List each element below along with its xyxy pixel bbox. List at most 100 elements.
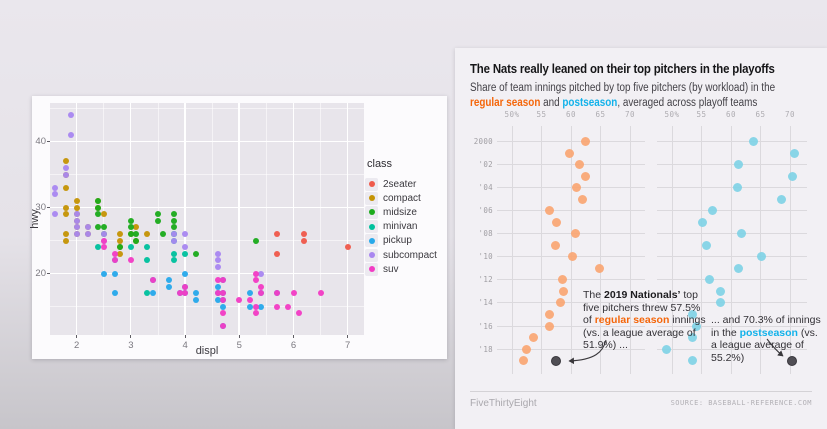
annotation-postseason: ... and 70.3% of innings in the postseas… (711, 314, 821, 364)
data-point (788, 171, 798, 181)
gridline (657, 279, 807, 281)
footer-brand: FiveThirtyEight (470, 398, 537, 409)
data-point (274, 290, 281, 297)
data-point (100, 270, 107, 277)
data-point (247, 290, 254, 297)
data-point (182, 283, 189, 290)
data-point (182, 244, 189, 251)
data-point (301, 237, 308, 244)
x-tick-label: 2 (74, 340, 80, 351)
data-point (95, 204, 102, 211)
data-point (84, 224, 91, 231)
data-point (748, 137, 758, 147)
data-point (160, 231, 167, 237)
legend: class 2seater compact midsize minivan pickup… (365, 158, 447, 276)
data-point (111, 257, 118, 264)
data-point (257, 290, 264, 297)
data-point (182, 290, 189, 297)
data-point (544, 310, 554, 319)
data-point (247, 303, 254, 310)
data-point (732, 183, 742, 193)
data-point (117, 231, 124, 237)
data-point (214, 257, 221, 264)
data-point (127, 231, 134, 237)
data-point (220, 277, 227, 284)
data-point (568, 252, 578, 262)
x-tick-label: 70 (624, 110, 636, 119)
x-tick-label: 50% (664, 110, 680, 119)
data-point (171, 224, 178, 231)
data-point (687, 333, 697, 343)
gridline (629, 126, 631, 374)
data-point (220, 323, 227, 330)
data-point (73, 198, 80, 204)
data-point (295, 310, 302, 317)
legend-item: pickup (365, 234, 447, 248)
data-point (100, 211, 107, 218)
data-point (68, 112, 75, 119)
data-point (62, 231, 69, 237)
data-point (252, 277, 259, 284)
data-point (274, 250, 281, 257)
data-point (529, 333, 539, 343)
gridline (657, 233, 807, 235)
gridline (50, 206, 364, 209)
nationals-highlight-dot (551, 355, 562, 366)
gridline (657, 210, 807, 212)
data-point (214, 283, 221, 290)
legend-dot (368, 237, 375, 244)
data-point (715, 286, 725, 296)
data-point (133, 237, 140, 244)
legend-dot (368, 195, 375, 202)
data-point (100, 244, 107, 251)
data-point (687, 356, 697, 366)
data-point (62, 165, 69, 171)
y-tick (47, 141, 50, 143)
data-point (572, 183, 582, 193)
legend-key (365, 262, 378, 276)
gridline (570, 126, 572, 374)
y-axis-title: hwy (28, 209, 41, 229)
data-point (552, 217, 562, 227)
data-point (165, 277, 172, 284)
mpg-scatter-chart: 2 3 4 5 6 7 20 30 40 displ hwy class 2seater comp… (28, 96, 447, 359)
y-tick-label: '18 (478, 344, 493, 354)
data-point (545, 206, 555, 216)
x-tick-label: 50% (504, 110, 520, 119)
nationals-highlight-dot (786, 355, 797, 366)
gridline (50, 174, 364, 176)
data-point (581, 137, 591, 147)
data-point (715, 298, 725, 308)
gridline (50, 272, 364, 275)
data-point (220, 303, 227, 310)
data-point (127, 244, 134, 251)
y-tick-label: 2000 (473, 137, 493, 147)
gridline (211, 103, 213, 335)
data-point (144, 231, 151, 237)
data-point (317, 290, 324, 297)
data-point (697, 217, 707, 227)
data-point (252, 237, 259, 244)
legend-title: class (367, 158, 393, 170)
plot-panel (50, 103, 364, 335)
data-point (274, 303, 281, 310)
data-point (149, 290, 156, 297)
x-tick (238, 335, 240, 338)
data-point (165, 283, 172, 290)
legend-dot (368, 266, 375, 273)
gridline (701, 126, 702, 374)
footer-source: SOURCE: BASEBALL-REFERENCE.COM (670, 399, 812, 407)
data-point (214, 277, 221, 284)
data-point (733, 263, 743, 273)
data-point (344, 244, 351, 251)
data-point (95, 198, 102, 204)
data-point (144, 257, 151, 264)
gridline (657, 302, 807, 304)
y-tick-label: '12 (478, 275, 493, 285)
gridline (265, 103, 267, 335)
data-point (100, 231, 107, 237)
x-tick-label: 5 (236, 340, 242, 351)
data-point (556, 298, 566, 308)
chart-subtitle: Share of team innings pitched by top fiv… (470, 82, 776, 109)
data-point (559, 286, 569, 296)
